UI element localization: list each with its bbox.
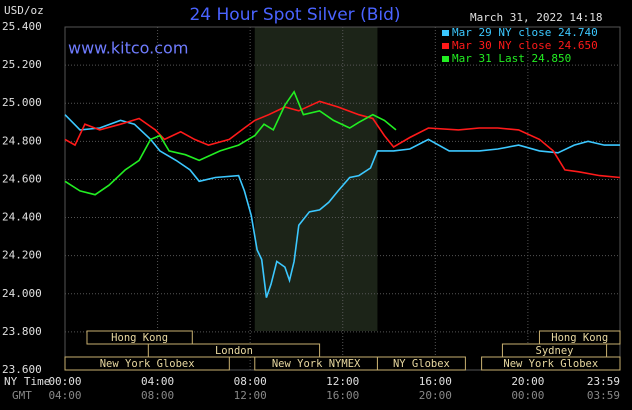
x2-tick-label: 12:00 bbox=[234, 389, 267, 402]
legend-label: Mar 31 Last 24.850 bbox=[452, 52, 571, 65]
x-tick-label: 04:00 bbox=[141, 375, 174, 388]
y-tick-label: 25.200 bbox=[2, 58, 42, 71]
series-line bbox=[64, 90, 397, 196]
x-tick-label: 08:00 bbox=[234, 375, 267, 388]
session-box bbox=[376, 356, 466, 371]
x2-tick-label: 03:59 bbox=[587, 389, 620, 402]
series-line bbox=[64, 100, 621, 179]
watermark: www.kitco.com bbox=[68, 39, 188, 58]
session-box bbox=[481, 356, 621, 371]
y-axis-label: USD/oz bbox=[4, 4, 44, 17]
session-label: Sydney bbox=[536, 345, 574, 357]
legend-label: Mar 30 NY close 24.650 bbox=[452, 39, 598, 52]
y-tick-label: 24.000 bbox=[2, 287, 42, 300]
session-label: Hong Kong bbox=[551, 332, 608, 344]
x-tick-label: 20:00 bbox=[511, 375, 544, 388]
x2-tick-label: 04:00 bbox=[48, 389, 81, 402]
x2-tick-label: 00:00 bbox=[511, 389, 544, 402]
x-tick-label: 00:00 bbox=[48, 375, 81, 388]
chart-title: 24 Hour Spot Silver (Bid) bbox=[189, 5, 400, 25]
session-label: Hong Kong bbox=[111, 332, 168, 344]
session-label: New York Globex bbox=[503, 358, 598, 370]
x2-tick-label: 16:00 bbox=[326, 389, 359, 402]
x-tick-label: 12:00 bbox=[326, 375, 359, 388]
y-tick-label: 24.400 bbox=[2, 211, 42, 224]
legend-label: Mar 29 NY close 24.740 bbox=[452, 26, 598, 39]
y-tick-label: 24.600 bbox=[2, 172, 42, 185]
session-label: New York Globex bbox=[100, 358, 195, 370]
y-tick-label: 25.000 bbox=[2, 96, 42, 109]
x-tick-label: 16:00 bbox=[419, 375, 452, 388]
x2-tick-label: 08:00 bbox=[141, 389, 174, 402]
y-tick-label: 25.400 bbox=[2, 20, 42, 33]
legend-swatch bbox=[442, 56, 449, 62]
series-line bbox=[64, 114, 620, 298]
x2-tick-label: 20:00 bbox=[419, 389, 452, 402]
timestamp: March 31, 2022 14:18 bbox=[470, 11, 602, 24]
x-tick-label: 23:59 bbox=[587, 375, 620, 388]
x-axis-label: NY Time bbox=[4, 375, 50, 388]
session-box bbox=[64, 356, 230, 371]
y-tick-label: 24.800 bbox=[2, 134, 42, 147]
session-box bbox=[86, 330, 193, 345]
legend-swatch bbox=[442, 30, 449, 36]
session-label: New York NYMEX bbox=[272, 358, 361, 370]
y-tick-label: 23.600 bbox=[2, 363, 42, 376]
session-box bbox=[147, 343, 321, 358]
x2-axis-label: GMT bbox=[12, 389, 32, 402]
legend-swatch bbox=[442, 43, 449, 49]
session-label: London bbox=[215, 345, 253, 357]
y-tick-label: 23.800 bbox=[2, 325, 42, 338]
y-tick-label: 24.200 bbox=[2, 249, 42, 262]
session-label: NY Globex bbox=[393, 358, 450, 370]
